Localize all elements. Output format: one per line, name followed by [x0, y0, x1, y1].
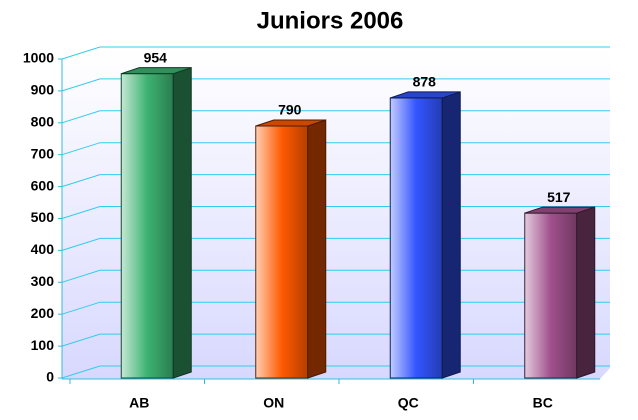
- x-tick-label: QC: [398, 395, 419, 411]
- y-tick-label: 900: [31, 82, 55, 98]
- y-tick-label: 700: [31, 145, 55, 161]
- bar-top: [390, 91, 461, 99]
- y-tick-label: 1000: [23, 50, 54, 66]
- bar-side: [441, 91, 461, 379]
- y-tick-label: 500: [31, 209, 55, 225]
- bar: [120, 73, 174, 379]
- bar-side: [172, 66, 192, 379]
- x-tick-label: ON: [263, 395, 284, 411]
- y-tick-label: 200: [31, 305, 55, 321]
- y-tick-label: 600: [31, 177, 55, 193]
- bar: [255, 125, 309, 379]
- value-label: 790: [278, 102, 302, 118]
- y-tick-label: 300: [31, 273, 55, 289]
- value-label: 878: [413, 74, 437, 90]
- bar-top: [524, 206, 595, 214]
- bar: [524, 212, 578, 379]
- y-tick-label: 800: [31, 114, 55, 130]
- chart-title: Juniors 2006: [257, 7, 404, 34]
- bar-side: [307, 119, 327, 379]
- bar-top: [255, 119, 326, 127]
- bar-top: [121, 67, 192, 75]
- plot-wall: [62, 50, 610, 379]
- value-label: 517: [547, 189, 571, 205]
- x-tick-label: AB: [129, 395, 149, 411]
- x-tick-label: BC: [533, 395, 553, 411]
- grid-line: [61, 78, 610, 92]
- bar-side: [576, 206, 596, 379]
- value-label: 954: [144, 49, 168, 65]
- y-tick-label: 100: [31, 337, 55, 353]
- y-tick-label: 0: [46, 369, 54, 385]
- y-tick-label: 400: [31, 241, 55, 257]
- bar: [389, 97, 443, 379]
- grid-line: [61, 46, 610, 60]
